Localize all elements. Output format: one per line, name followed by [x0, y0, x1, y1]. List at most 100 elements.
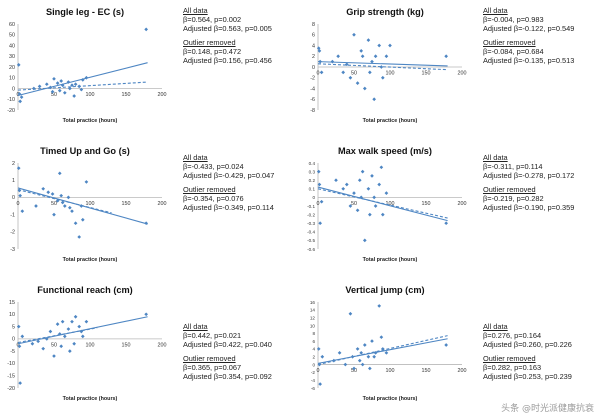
data-point — [362, 86, 367, 91]
x-tick-label: 0 — [17, 201, 20, 207]
x-tick-label: 200 — [458, 71, 467, 77]
y-tick-label: 20 — [9, 65, 15, 71]
outlier-removed-beta: β=-0.354, p=0.076 — [183, 193, 244, 203]
data-point — [55, 322, 60, 326]
regression-line-outlier-removed — [17, 81, 148, 91]
y-tick-label: -0.3 — [307, 221, 315, 226]
data-point — [372, 195, 376, 200]
y-tick-label: 12 — [310, 315, 316, 320]
y-tick-label: 4 — [312, 347, 315, 352]
data-point — [357, 358, 362, 363]
outlier-removed-header: Outlier removed — [483, 37, 536, 47]
outlier-removed-adjusted: Adjusted β=0.354, p=0.092 — [183, 372, 272, 382]
all-data-adjusted: Adjusted β=-0.122, p=0.549 — [483, 24, 575, 34]
chart-title: Timed Up and Go (s) — [40, 146, 130, 156]
chart-title: Single leg - EC (s) — [46, 7, 124, 17]
data-point — [368, 366, 372, 371]
data-point — [360, 54, 365, 59]
x-tick-label: 200 — [158, 92, 167, 98]
data-point — [370, 339, 374, 343]
y-tick-label: -2 — [10, 230, 15, 236]
data-point — [59, 193, 64, 198]
x-tick-label: 200 — [158, 342, 167, 348]
x-tick-label: 100 — [86, 92, 95, 98]
data-point — [52, 212, 56, 217]
data-point — [32, 86, 36, 91]
x-tick-label: 100 — [86, 342, 95, 348]
data-point — [319, 199, 324, 204]
data-point — [355, 81, 360, 85]
x-tick-label: 150 — [122, 342, 131, 348]
x-tick-label: 100 — [86, 201, 95, 207]
x-axis-label: Total practice (hours) — [63, 396, 118, 402]
regression-line-outlier-removed — [17, 189, 112, 214]
chart-panel-max-walk-speed: Max walk speed (m/s) -0.6 -0.5 -0.4 -0.3 -0.2… — [300, 139, 600, 278]
data-point — [34, 204, 38, 208]
all-data-beta: β=-0.433, p=0.024 — [183, 162, 244, 172]
x-tick-label: 50 — [351, 368, 357, 374]
all-data-beta: β=0.276, p=0.164 — [483, 331, 542, 341]
data-point — [20, 334, 25, 339]
y-tick-label: -8 — [310, 108, 315, 114]
data-point — [20, 209, 25, 213]
data-point — [57, 88, 62, 93]
chart-panel-single-leg-ec: Single leg - EC (s)-20-10010203040506005… — [0, 0, 300, 139]
outlier-removed-beta: β=-0.219, p=0.282 — [483, 193, 544, 203]
outlier-removed-header: Outlier removed — [483, 184, 536, 194]
y-tick-label: -0.6 — [307, 247, 315, 252]
outlier-removed-adjusted: Adjusted β=-0.190, p=0.359 — [483, 203, 575, 213]
data-point — [73, 221, 78, 226]
x-tick-label: 0 — [317, 201, 320, 207]
data-point — [41, 346, 46, 351]
outlier-removed-adjusted: Adjusted β=0.156, p=0.456 — [183, 56, 272, 66]
chart-panel-timed-up-and-go: Timed Up and Go (s) -3 -2 -1 0 1 2 0 50 100 150 200… — [0, 139, 300, 278]
data-point — [68, 349, 72, 353]
data-point — [72, 341, 76, 346]
data-point — [18, 381, 22, 385]
chart-title: Max walk speed (m/s) — [338, 146, 432, 156]
data-point — [77, 235, 82, 239]
y-tick-label: -4 — [311, 378, 316, 383]
data-point — [359, 49, 364, 53]
data-point — [73, 314, 78, 319]
y-tick-label: 6 — [312, 33, 315, 39]
x-axis-label: Total practice (hours) — [363, 118, 418, 124]
all-data-adjusted: Adjusted β=-0.429, p=0.047 — [183, 171, 275, 181]
data-point — [48, 329, 53, 334]
y-tick-label: 8 — [312, 331, 315, 336]
data-point — [84, 319, 89, 324]
all-data-header: All data — [483, 322, 508, 331]
y-tick-label: 0 — [312, 362, 315, 367]
data-point — [357, 178, 362, 183]
y-tick-label: -1 — [10, 212, 15, 218]
data-point — [341, 186, 346, 191]
y-tick-label: 15 — [9, 300, 15, 306]
x-tick-label: 0 — [317, 71, 320, 77]
data-point — [316, 46, 321, 51]
data-point — [370, 174, 374, 178]
all-data-beta: β=-0.004, p=0.983 — [483, 15, 544, 25]
outlier-removed-header: Outlier removed — [183, 37, 236, 47]
data-point — [384, 191, 389, 195]
data-point — [344, 182, 349, 187]
data-point — [379, 165, 384, 170]
chart-panel-vertical-jump: Vertical jump (cm) -6 -4 -2 0 2 4 6 8 10 12 14 16 0 50… — [300, 278, 600, 417]
all-data-header: All data — [183, 322, 208, 331]
data-point — [372, 354, 376, 359]
data-point — [368, 212, 372, 217]
data-point — [55, 81, 60, 85]
y-tick-label: 0.3 — [309, 169, 316, 174]
data-point — [380, 212, 385, 217]
x-tick-label: 50 — [351, 201, 357, 207]
data-point — [37, 84, 42, 89]
all-data-adjusted: Adjusted β=0.422, p=0.040 — [183, 340, 272, 350]
data-point — [366, 38, 371, 42]
data-point — [318, 59, 322, 64]
data-point — [444, 343, 448, 347]
data-point — [16, 324, 21, 329]
data-point — [360, 362, 365, 367]
y-tick-label: 0.1 — [309, 187, 316, 192]
y-tick-label: 0 — [12, 86, 15, 92]
